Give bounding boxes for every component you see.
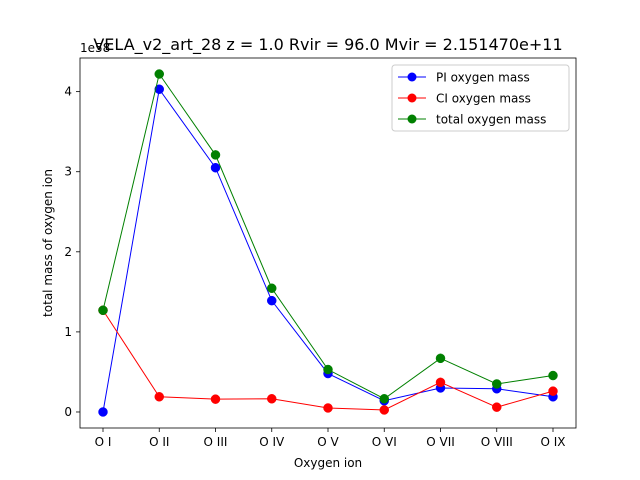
- y-tick-label: 2: [64, 245, 72, 259]
- data-point: [210, 394, 221, 404]
- x-tick-label: O I: [95, 435, 112, 449]
- legend-marker: [407, 72, 417, 82]
- legend: PI oxygen mass CI oxygen mass total oxygen…: [391, 64, 570, 132]
- data-point: [267, 283, 277, 293]
- legend-marker: [407, 114, 417, 124]
- y-tick-label: 0: [64, 405, 72, 419]
- data-point: [154, 84, 164, 94]
- x-axis-label: Oxygen ion: [294, 456, 362, 470]
- y-offset-label: 1e58: [80, 41, 110, 55]
- x-tick-label: O IX: [540, 435, 565, 449]
- y-tick-label: 4: [64, 85, 72, 99]
- data-point: [435, 377, 446, 388]
- data-point: [379, 394, 389, 404]
- x-tick-label: O III: [204, 435, 228, 449]
- data-point: [492, 379, 502, 389]
- data-point: [154, 69, 164, 79]
- x-tick-label: O V: [317, 435, 339, 449]
- x-tick-label: O VII: [426, 435, 455, 449]
- data-point: [492, 402, 502, 412]
- x-tick-label: O VI: [372, 435, 397, 449]
- data-point: [98, 305, 108, 316]
- legend-label: PI oxygen mass: [436, 71, 530, 85]
- data-point: [267, 394, 277, 404]
- y-tick-label: 3: [64, 165, 72, 179]
- legend-label: total oxygen mass: [436, 113, 546, 127]
- data-point: [210, 162, 221, 173]
- y-axis-label: total mass of oxygen ion: [41, 169, 55, 317]
- data-point: [323, 364, 333, 375]
- legend-label: CI oxygen mass: [436, 92, 531, 106]
- data-point: [267, 295, 277, 306]
- x-tick-label: O II: [149, 435, 169, 449]
- chart-title: VELA_v2_art_28 z = 1.0 Rvir = 96.0 Mvir …: [93, 35, 562, 55]
- data-point: [154, 392, 164, 402]
- data-point: [98, 407, 108, 417]
- y-tick-label: 1: [64, 325, 72, 339]
- legend-marker: [407, 93, 417, 103]
- data-point: [379, 405, 389, 415]
- data-point: [210, 150, 221, 160]
- data-point: [548, 386, 558, 396]
- data-point: [548, 370, 558, 381]
- data-point: [323, 403, 333, 413]
- data-point: [435, 353, 446, 364]
- legend-box: [391, 64, 570, 132]
- x-tick-label: O IV: [259, 435, 285, 449]
- x-tick-label: O VIII: [481, 435, 513, 449]
